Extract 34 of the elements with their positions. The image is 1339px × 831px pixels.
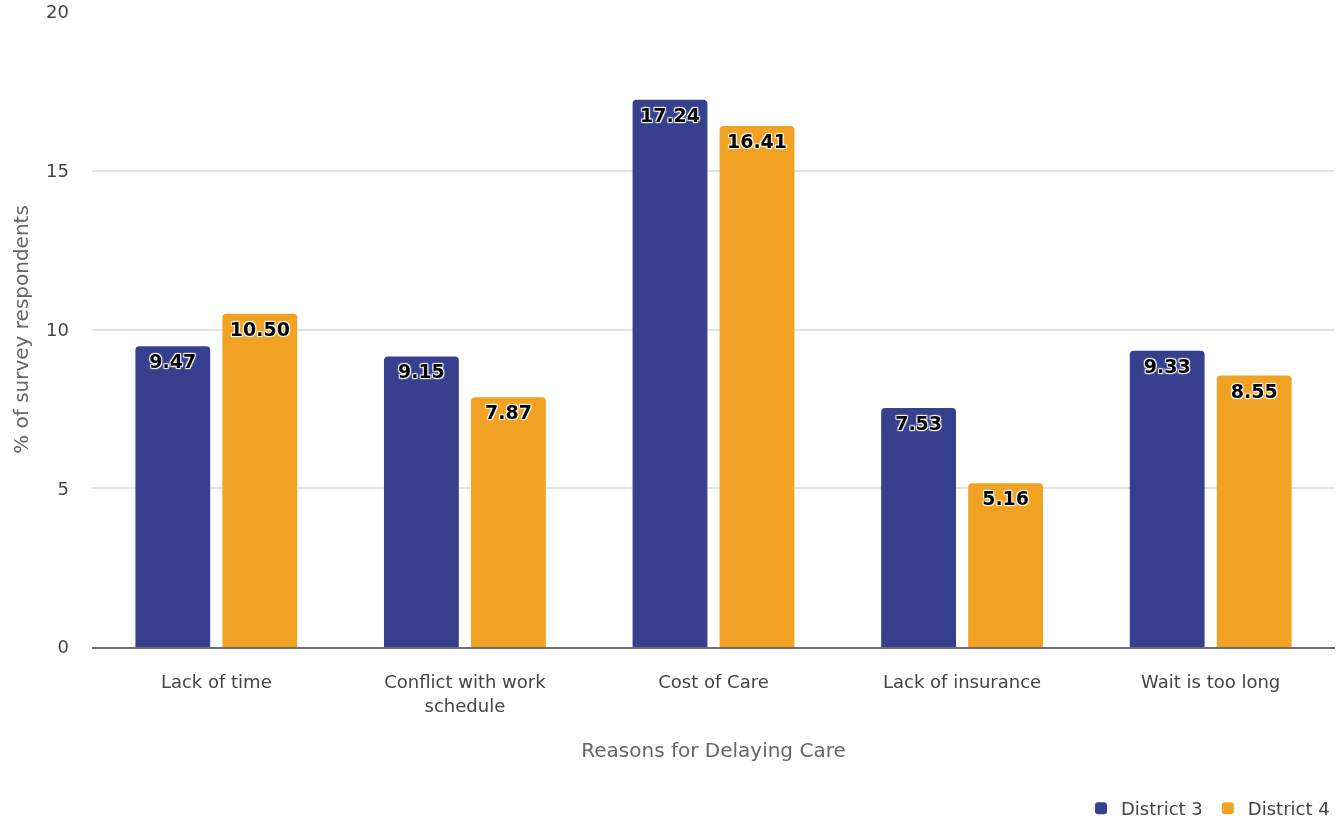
bar: [968, 483, 1044, 647]
y-tick-label: 0: [57, 636, 69, 658]
bar: [222, 313, 298, 647]
y-axis-title: % of survey respondents: [8, 205, 33, 454]
x-tick-label: Lack of time: [160, 671, 272, 693]
bar: [135, 346, 211, 647]
x-tick-label: Cost of Care: [658, 671, 769, 693]
bar: [1129, 350, 1205, 647]
data-label: 5.16: [982, 487, 1030, 510]
bar: [881, 407, 957, 647]
y-tick-label: 20: [46, 1, 69, 23]
bar: [1216, 375, 1292, 647]
data-label: 9.47: [149, 350, 197, 373]
data-label: 7.53: [895, 411, 943, 434]
data-label: 10.50: [229, 317, 290, 340]
x-tick-label: Wait is too long: [1141, 671, 1281, 693]
bar: [470, 397, 546, 647]
bar: [632, 99, 708, 647]
data-label: 17.24: [639, 103, 701, 126]
bar: [719, 125, 795, 647]
x-tick-label: Conflict with work schedule: [384, 671, 547, 716]
y-tick-label: 10: [46, 318, 69, 340]
data-label: 8.55: [1230, 379, 1278, 402]
data-label: 9.33: [1143, 354, 1191, 377]
x-tick-label: Lack of insurance: [883, 671, 1042, 693]
legend-label: District 4: [1247, 798, 1330, 820]
data-label: 9.15: [397, 360, 445, 383]
legend-label: District 3: [1121, 798, 1203, 820]
y-tick-label: 15: [46, 160, 69, 182]
bar: [383, 356, 459, 647]
data-label: 7.87: [484, 401, 532, 424]
y-tick-label: 5: [57, 477, 69, 499]
data-label: 16.41: [726, 129, 788, 152]
x-axis-title: Reasons for Delaying Care: [581, 737, 846, 762]
